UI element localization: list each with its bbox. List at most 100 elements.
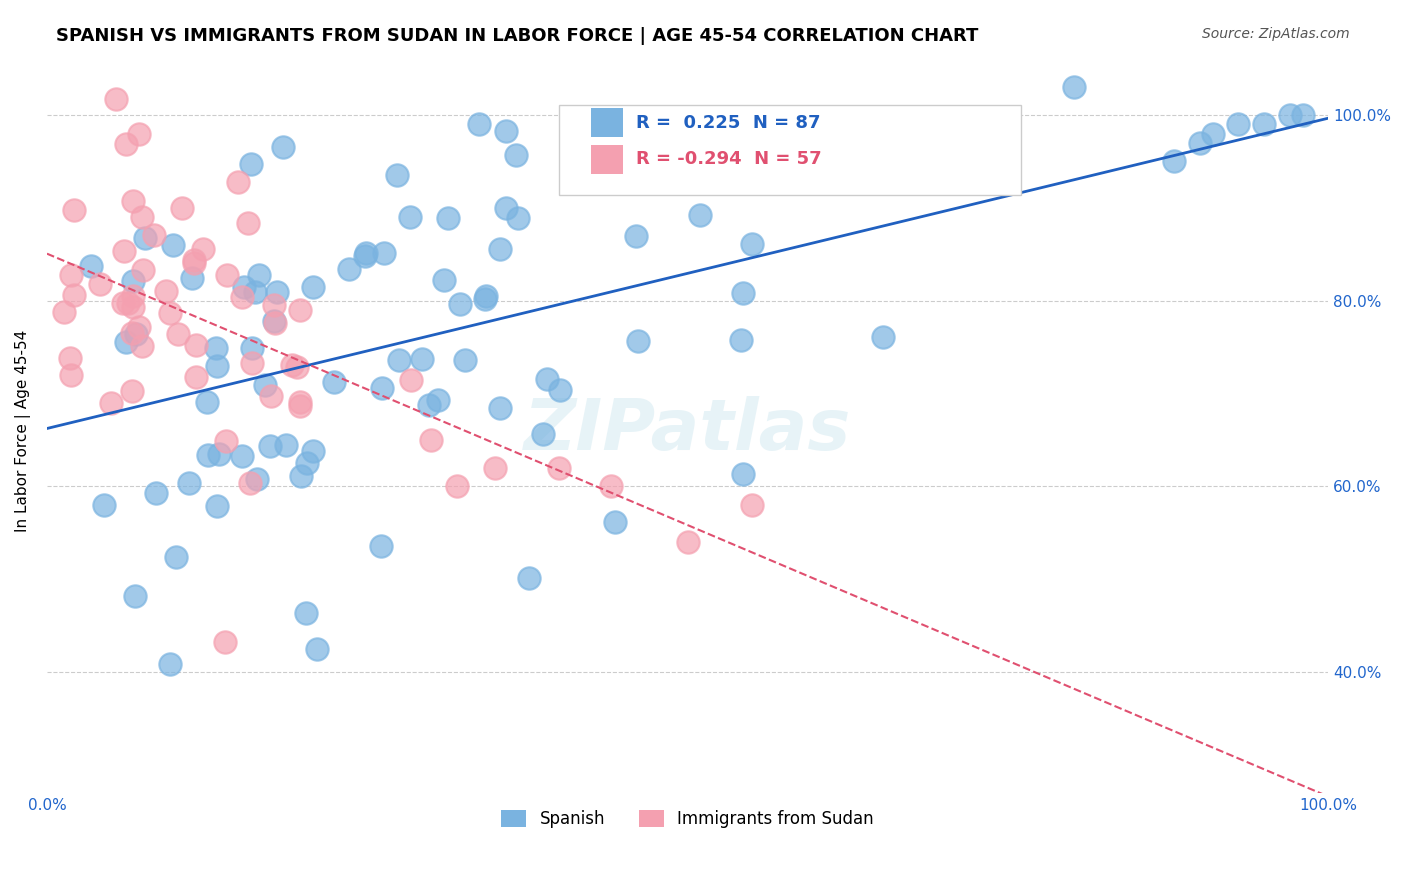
Point	[259, 439, 281, 453]
Point	[246, 472, 269, 486]
Point	[162, 237, 184, 252]
Point	[114, 136, 136, 151]
Point	[193, 242, 215, 256]
Point	[730, 333, 752, 347]
Text: ZIPatlas: ZIPatlas	[524, 396, 851, 465]
Point	[215, 434, 238, 448]
Point	[117, 296, 139, 310]
Point	[437, 211, 460, 225]
Point	[238, 216, 260, 230]
Point	[495, 124, 517, 138]
Point	[337, 261, 360, 276]
Point	[385, 168, 408, 182]
Point	[232, 280, 254, 294]
Point	[495, 201, 517, 215]
Point	[274, 438, 297, 452]
Point	[281, 358, 304, 372]
Point	[204, 341, 226, 355]
Point	[93, 498, 115, 512]
Point	[1202, 127, 1225, 141]
Point	[260, 389, 283, 403]
Point	[297, 456, 319, 470]
Point	[183, 255, 205, 269]
Point	[263, 313, 285, 327]
Point	[231, 449, 253, 463]
Text: Source: ZipAtlas.com: Source: ZipAtlas.com	[1202, 27, 1350, 41]
Point	[122, 300, 145, 314]
Point	[159, 657, 181, 672]
Point	[240, 157, 263, 171]
Point	[427, 392, 450, 407]
Point	[89, 277, 111, 291]
Point	[121, 384, 143, 398]
Point	[1278, 108, 1301, 122]
Point	[489, 242, 512, 256]
Point	[179, 476, 201, 491]
Point	[181, 271, 204, 285]
Point	[63, 202, 86, 217]
Point	[399, 210, 422, 224]
Point	[689, 208, 711, 222]
Point	[271, 140, 294, 154]
Point	[657, 152, 679, 166]
Point	[208, 447, 231, 461]
Point	[531, 426, 554, 441]
Point	[288, 303, 311, 318]
Point	[166, 326, 188, 341]
Point	[159, 306, 181, 320]
Point	[253, 378, 276, 392]
Point	[128, 319, 150, 334]
Point	[214, 634, 236, 648]
Point	[59, 268, 82, 282]
Point	[676, 535, 699, 549]
Point	[63, 288, 86, 302]
Point	[205, 499, 228, 513]
Point	[1253, 117, 1275, 131]
Point	[370, 539, 392, 553]
Point	[433, 273, 456, 287]
Point	[197, 448, 219, 462]
Point	[172, 201, 194, 215]
Point	[125, 326, 148, 341]
Point	[1189, 136, 1212, 150]
Point	[134, 231, 156, 245]
Point	[195, 394, 218, 409]
Point	[285, 360, 308, 375]
Point	[1227, 117, 1250, 131]
Point	[122, 274, 145, 288]
Point	[302, 443, 325, 458]
Point	[354, 245, 377, 260]
Point	[111, 296, 134, 310]
Point	[247, 268, 270, 282]
Point	[536, 372, 558, 386]
Point	[124, 589, 146, 603]
Point	[145, 486, 167, 500]
Point	[627, 334, 650, 349]
FancyBboxPatch shape	[560, 104, 1021, 195]
Point	[446, 479, 468, 493]
Point	[215, 268, 238, 282]
Point	[131, 211, 153, 225]
FancyBboxPatch shape	[592, 145, 623, 174]
Point	[449, 297, 471, 311]
Point	[872, 330, 894, 344]
Point	[295, 606, 318, 620]
Point	[59, 351, 82, 366]
Point	[411, 352, 433, 367]
Point	[488, 401, 510, 415]
Point	[121, 326, 143, 341]
Y-axis label: In Labor Force | Age 45-54: In Labor Force | Age 45-54	[15, 329, 31, 532]
Point	[243, 285, 266, 299]
Point	[132, 263, 155, 277]
Text: R =  0.225  N = 87: R = 0.225 N = 87	[637, 114, 821, 132]
Point	[263, 298, 285, 312]
Point	[505, 148, 527, 162]
Legend: Spanish, Immigrants from Sudan: Spanish, Immigrants from Sudan	[495, 804, 880, 835]
Point	[741, 498, 763, 512]
Point	[155, 285, 177, 299]
Point	[418, 398, 440, 412]
Text: R = -0.294  N = 57: R = -0.294 N = 57	[637, 150, 823, 168]
Point	[741, 237, 763, 252]
Point	[228, 175, 250, 189]
Point	[508, 211, 530, 226]
